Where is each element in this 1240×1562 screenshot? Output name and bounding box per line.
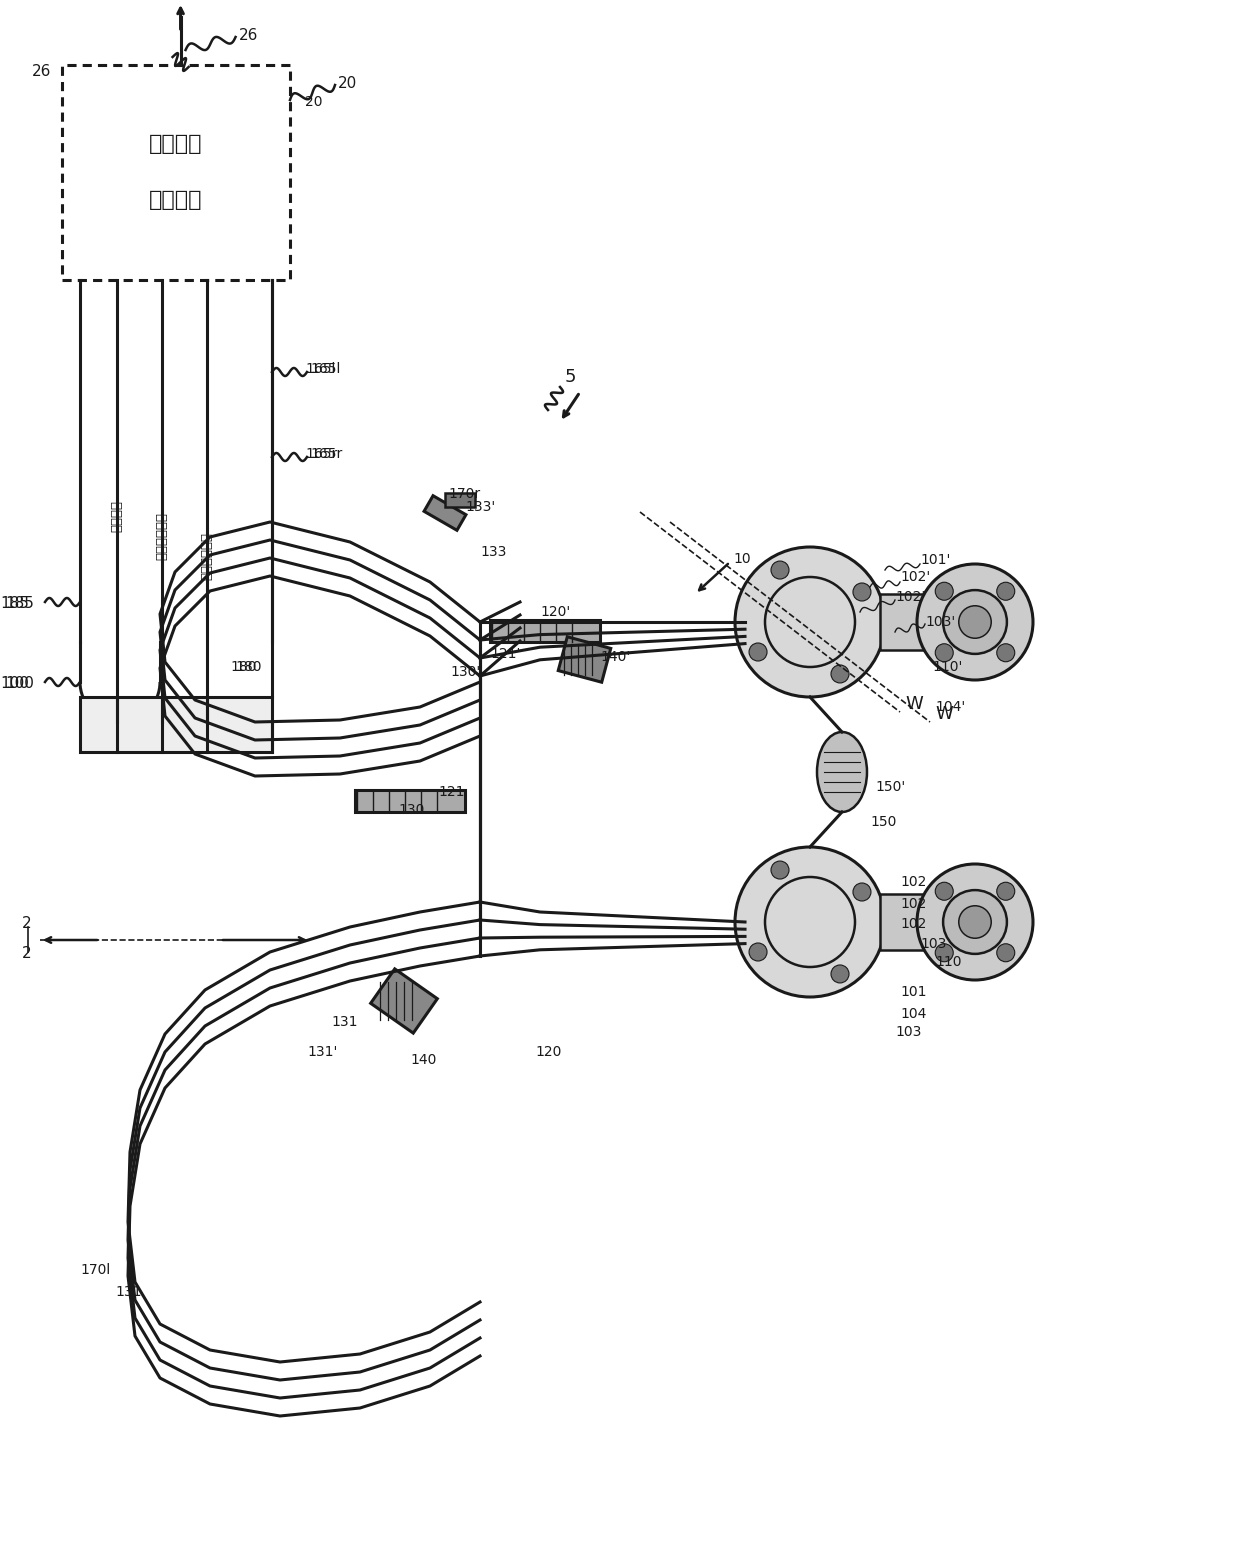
Circle shape [959,606,991,639]
Text: 131': 131' [308,1045,339,1059]
Text: 130': 130' [450,665,480,679]
Text: 100: 100 [0,676,29,692]
Circle shape [935,583,954,600]
Circle shape [997,883,1014,900]
Text: 180: 180 [236,661,262,673]
Bar [490,620,600,642]
Text: 133': 133' [465,500,495,514]
Circle shape [935,644,954,662]
Circle shape [749,644,768,661]
Bar [880,893,928,950]
Text: 130: 130 [398,803,424,817]
Text: 计算电路: 计算电路 [149,134,203,155]
Text: 102: 102 [900,917,926,931]
Text: 5: 5 [565,369,577,386]
Text: 右传感器信号: 右传感器信号 [201,533,213,580]
Text: 120': 120' [539,604,570,619]
Circle shape [831,665,849,683]
Text: W: W [905,695,923,712]
Circle shape [935,883,954,900]
Text: 26: 26 [238,28,258,42]
Text: W: W [935,704,952,723]
Text: 104': 104' [935,700,965,714]
Circle shape [997,583,1014,600]
Text: 165l: 165l [310,362,340,376]
Text: 20: 20 [305,95,322,109]
Text: 20: 20 [339,75,357,91]
Text: 100: 100 [5,676,33,692]
Circle shape [944,890,1007,954]
Bar [62,66,290,280]
Text: 131: 131 [115,1286,141,1300]
Text: 101: 101 [900,986,926,1000]
Bar [424,495,466,530]
Circle shape [959,906,991,939]
Text: 2: 2 [22,947,32,962]
Text: 120: 120 [534,1045,562,1059]
Text: 10: 10 [733,551,750,565]
Text: 150: 150 [870,815,897,829]
Ellipse shape [817,733,867,812]
Text: 131: 131 [331,1015,358,1029]
Circle shape [735,547,885,697]
Text: 150': 150' [875,779,905,793]
Text: 26: 26 [32,64,51,80]
Circle shape [853,883,870,901]
Text: 电子器件: 电子器件 [149,191,203,211]
Text: 121': 121' [490,647,521,661]
Bar [371,968,438,1032]
Text: 165r: 165r [310,447,342,461]
Bar [880,594,928,650]
Text: 101': 101' [920,553,950,567]
Text: 133: 133 [480,545,506,559]
Text: 170r: 170r [448,487,480,501]
Text: 102': 102' [895,590,925,604]
Circle shape [918,564,1033,679]
Text: 102: 102 [900,897,926,911]
Text: 104: 104 [900,1007,926,1022]
Bar [81,697,272,751]
Circle shape [853,583,870,601]
Text: 110': 110' [932,661,962,673]
Bar [558,637,611,683]
Circle shape [771,561,789,580]
Text: 185: 185 [0,597,29,611]
Text: 140': 140' [600,650,630,664]
Text: 103': 103' [925,615,955,629]
Circle shape [944,590,1007,654]
Circle shape [997,644,1014,662]
Text: 165l: 165l [305,362,335,376]
Text: 102': 102' [900,570,930,584]
Circle shape [735,847,885,997]
Text: 2: 2 [22,917,32,931]
Text: 左传感器信号: 左传感器信号 [155,512,169,561]
Circle shape [935,943,954,962]
Text: 驱动信号: 驱动信号 [110,500,124,533]
Text: 103: 103 [895,1025,921,1039]
Text: 180: 180 [229,661,257,673]
Circle shape [749,943,768,961]
Text: 103: 103 [920,937,946,951]
Circle shape [771,861,789,879]
Text: 110: 110 [935,954,961,968]
Text: 170l: 170l [81,1264,110,1278]
Circle shape [831,965,849,982]
Text: 165r: 165r [305,447,337,461]
Bar [355,790,465,812]
Circle shape [918,864,1033,979]
Text: 121: 121 [438,786,465,800]
Circle shape [997,943,1014,962]
Text: 185: 185 [5,597,33,611]
Bar [445,494,475,508]
Text: 102: 102 [900,875,926,889]
Text: 140: 140 [410,1053,436,1067]
